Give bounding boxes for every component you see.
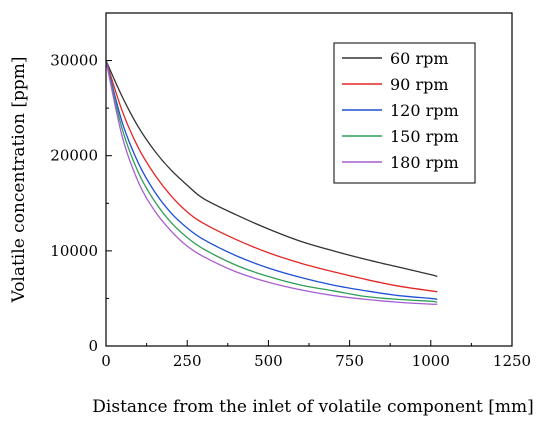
legend-box [333,42,476,184]
y-tick-label: 0 [88,337,98,355]
x-axis: 0 250 500 750 1000 1250 [101,340,531,370]
y-tick-label: 20000 [50,147,98,165]
y-tick-label: 10000 [50,242,98,260]
x-tick-label: 250 [173,352,202,370]
series-line-2 [105,60,438,301]
series-layer [105,60,438,305]
legend-label-0: 60 rpm [390,49,449,68]
x-tick-label: 500 [254,352,283,370]
legend: 60 rpm 90 rpm 120 rpm 150 rpm 180 rpm [333,42,476,184]
series-line-1 [105,60,438,293]
x-tick-label: 750 [335,352,364,370]
legend-label-1: 90 rpm [390,75,449,94]
legend-label-4: 180 rpm [390,153,459,172]
series-line-0 [105,60,438,278]
legend-label-2: 120 rpm [390,101,459,120]
x-tick-label: 0 [101,352,111,370]
series-line-4 [105,60,438,305]
series-line-3 [105,60,438,303]
y-axis-title: Volatile concentration [ppm] [9,56,29,303]
x-axis-title: Distance from the inlet of volatile comp… [92,397,533,417]
y-tick-label: 30000 [50,52,98,70]
x-tick-label: 1250 [493,352,531,370]
y-axis: 0 10000 20000 30000 [50,52,112,355]
legend-label-3: 150 rpm [390,127,459,146]
x-tick-label: 1000 [412,352,450,370]
